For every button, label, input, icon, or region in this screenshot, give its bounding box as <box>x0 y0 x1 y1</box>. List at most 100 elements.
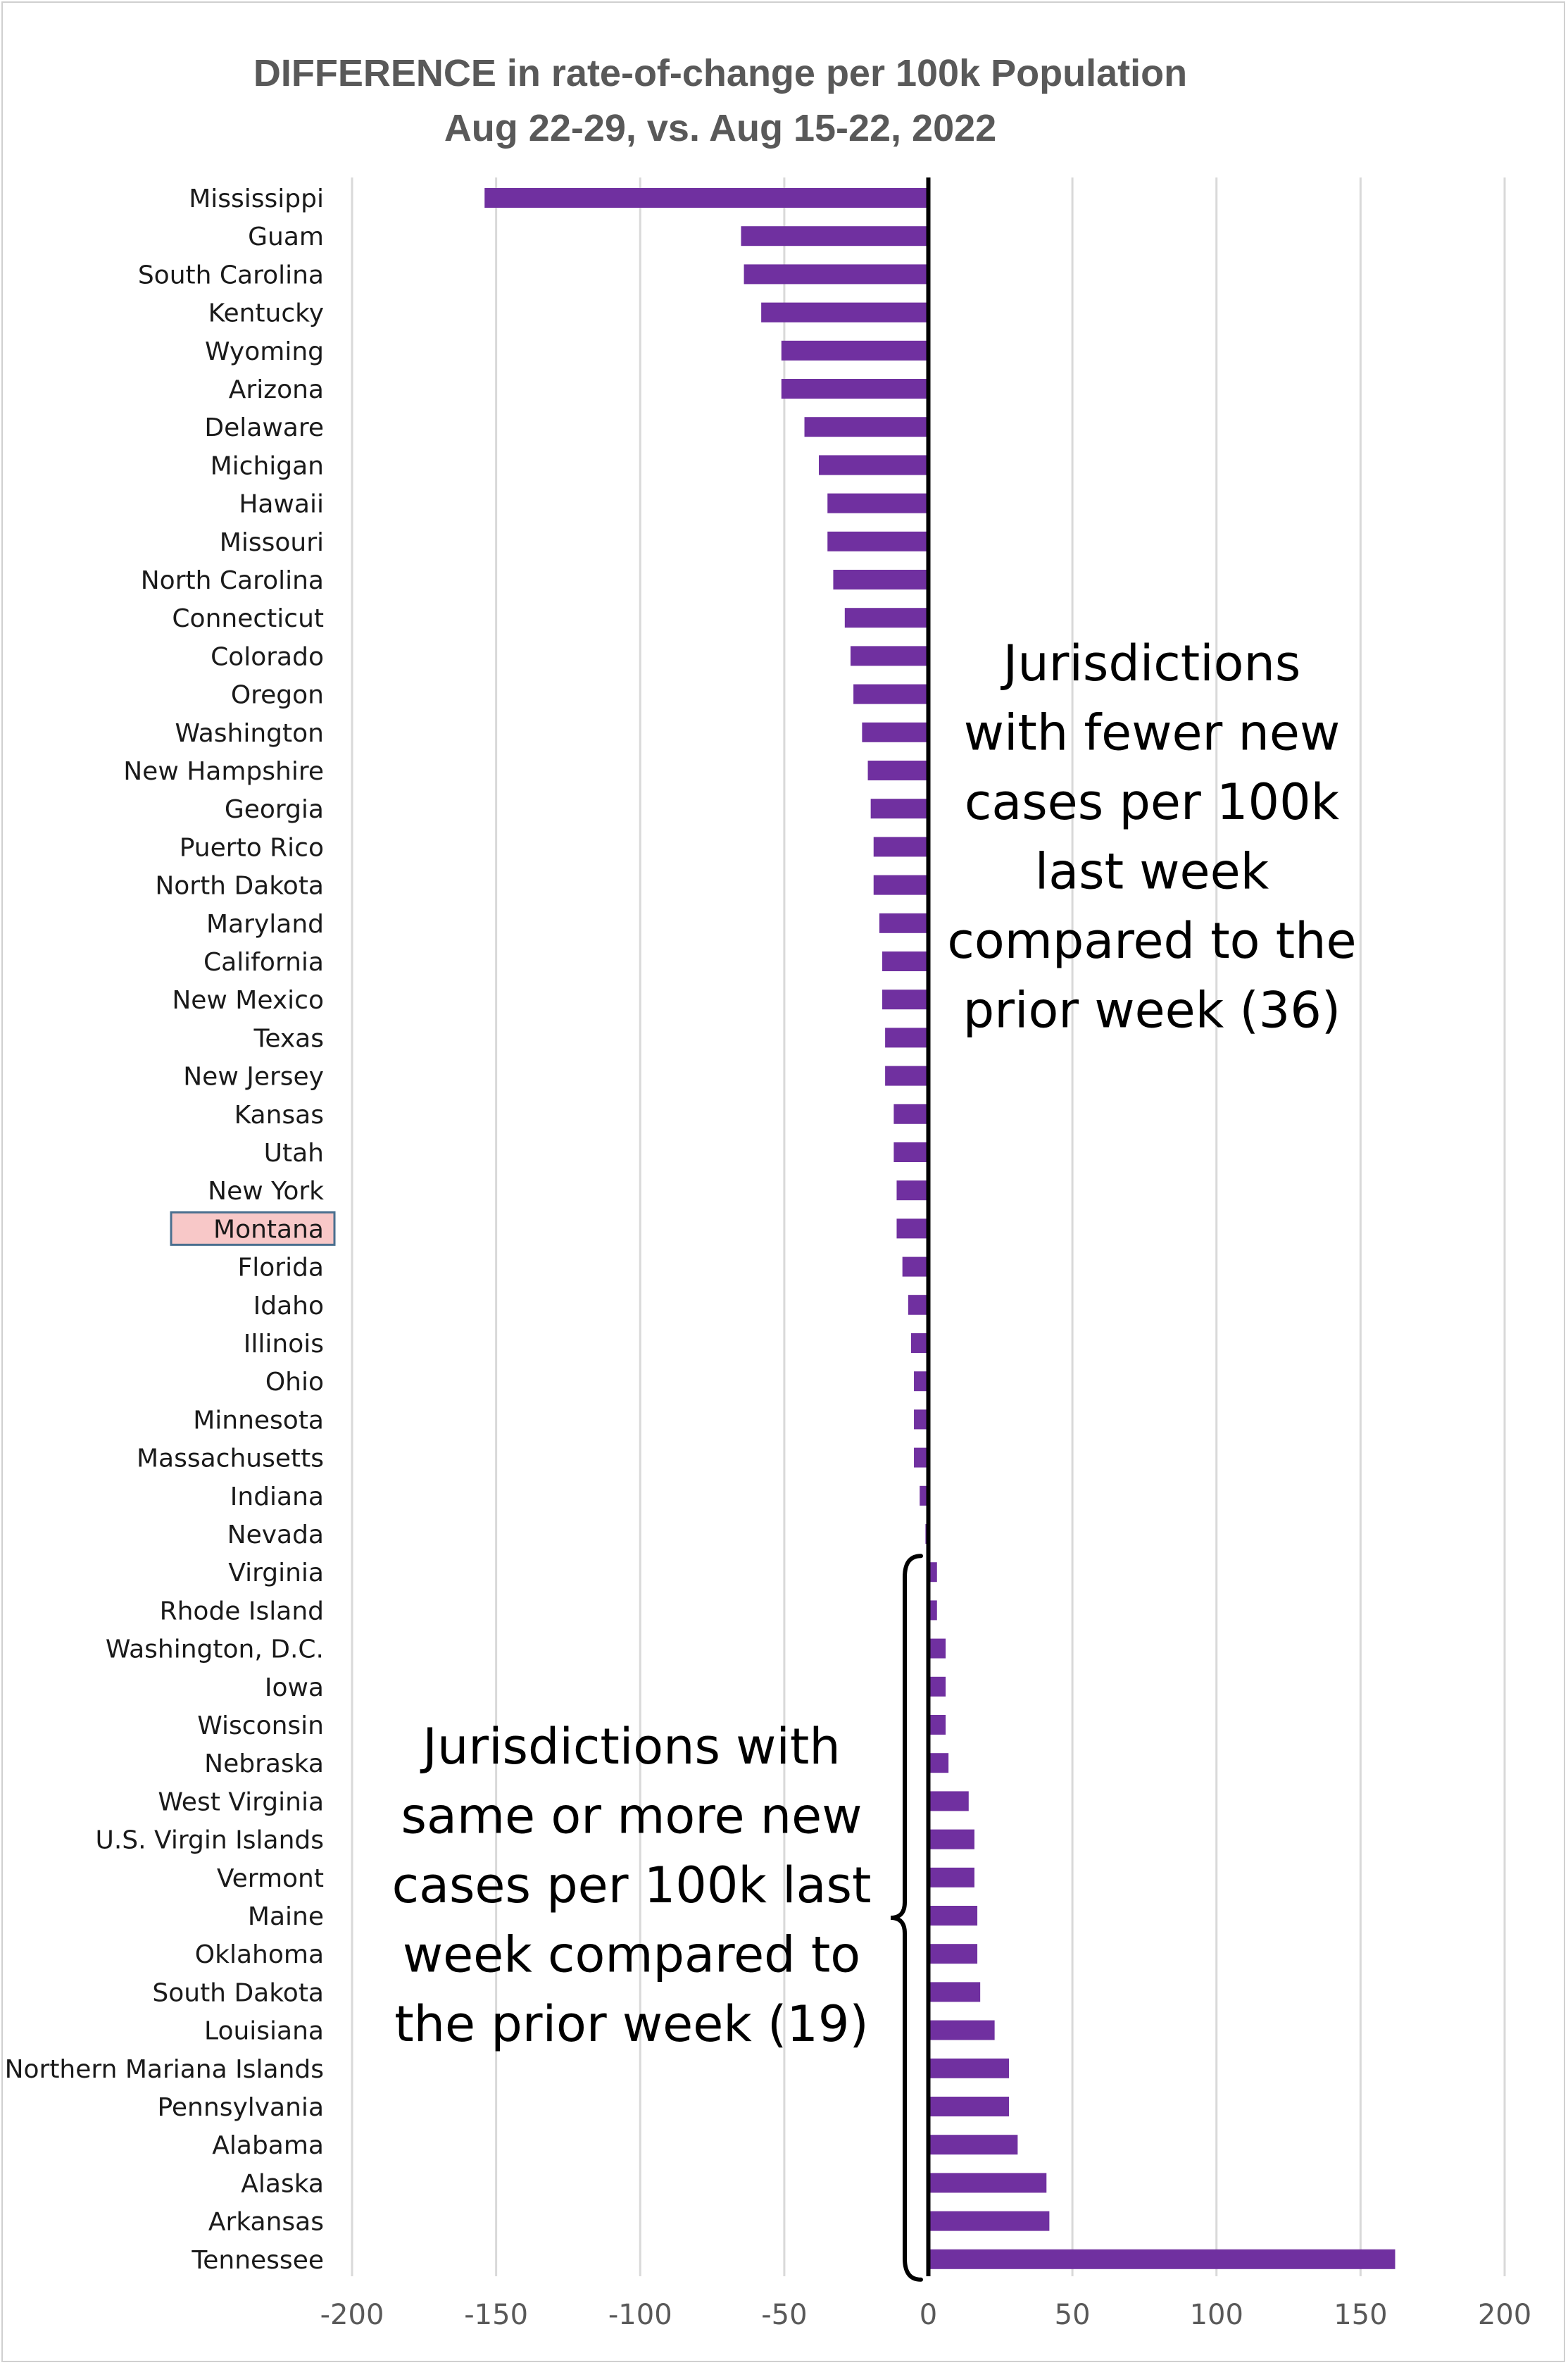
category-label: New Mexico <box>172 986 324 1015</box>
category-label: Virginia <box>228 1559 324 1587</box>
annotation-line: compared to the <box>947 912 1356 970</box>
category-label: Alabama <box>212 2131 324 2160</box>
category-label: Connecticut <box>172 604 324 633</box>
category-label: Wisconsin <box>197 1711 324 1740</box>
bar-minnesota <box>914 1409 929 1430</box>
bar-puerto-rico <box>873 837 929 857</box>
category-label: Michigan <box>211 451 324 480</box>
bar-new-hampshire <box>867 761 929 780</box>
bar-new-york <box>896 1180 929 1201</box>
gridlines <box>351 177 1506 2276</box>
x-tick-label: -150 <box>464 2299 528 2331</box>
bar-florida <box>902 1256 929 1277</box>
category-label: Washington, D.C. <box>106 1635 324 1664</box>
category-label: Louisiana <box>204 2017 324 2046</box>
category-label: Oregon <box>231 681 324 710</box>
category-label: South Carolina <box>138 261 324 289</box>
bar-montana <box>896 1218 929 1239</box>
annotation-line: week compared to <box>403 1926 860 1984</box>
category-label: South Dakota <box>152 1978 324 2007</box>
bar-michigan <box>818 455 929 475</box>
annotation-line: cases per 100k last <box>392 1857 872 1914</box>
category-label: Texas <box>253 1024 324 1053</box>
bar-georgia <box>870 799 929 819</box>
category-label: Mississippi <box>189 185 324 213</box>
annotation-line: prior week (36) <box>963 982 1341 1040</box>
x-tick-label: 150 <box>1334 2299 1387 2331</box>
bar-maine <box>928 1906 978 1926</box>
highlight-layer <box>170 1211 336 1246</box>
category-label: Arizona <box>229 375 324 404</box>
category-labels: Mississippi Guam South Carolina Kentucky Wyo… <box>5 185 325 2275</box>
category-label: Nevada <box>227 1521 324 1549</box>
bar-south-dakota <box>928 1982 981 2002</box>
category-label: Florida <box>238 1254 324 1283</box>
bar-mississippi <box>484 188 929 208</box>
category-label: Montana <box>213 1215 324 1244</box>
bar-oregon <box>853 684 929 704</box>
category-label: Minnesota <box>193 1406 324 1435</box>
category-label: New Jersey <box>183 1063 324 1092</box>
category-label: Missouri <box>220 528 324 557</box>
bar-indiana <box>920 1485 929 1506</box>
annotation-line: last week <box>1035 843 1269 901</box>
bar-colorado <box>851 646 929 666</box>
annotation-line: Jurisdictions with <box>420 1718 840 1776</box>
category-label: Illinois <box>244 1330 324 1359</box>
category-label: Rhode Island <box>160 1597 324 1625</box>
category-label: Delaware <box>204 413 324 442</box>
category-label: North Dakota <box>155 872 324 901</box>
bar-arizona <box>781 379 929 399</box>
category-label: Kentucky <box>208 299 324 328</box>
annotation-line: same or more new <box>401 1787 863 1845</box>
bar-utah <box>893 1142 929 1162</box>
category-label: New Hampshire <box>123 757 324 786</box>
bar-new-jersey <box>885 1066 929 1086</box>
category-label: Wyoming <box>205 337 324 366</box>
bar-rhode-island <box>928 1600 937 1621</box>
bar-virginia <box>928 1562 937 1583</box>
category-label: Nebraska <box>204 1749 324 1778</box>
curly-brace <box>890 1554 923 2282</box>
bar-u-s-virgin-islands <box>928 1829 974 1849</box>
x-tick-label: 50 <box>1055 2299 1091 2331</box>
x-tick-labels: -200 -150 -100 -50 0 50 100 150 200 <box>320 2299 1532 2331</box>
category-label: Puerto Rico <box>180 833 324 862</box>
bar-north-carolina <box>833 570 929 589</box>
x-tick-label: 0 <box>920 2299 937 2331</box>
annotation-line: Jurisdictions <box>1001 635 1301 692</box>
category-label: West Virginia <box>158 1787 324 1816</box>
bar-washington <box>862 722 929 742</box>
category-label: Tennessee <box>191 2246 324 2275</box>
category-label: Guam <box>248 223 324 251</box>
category-label: Kansas <box>234 1101 324 1130</box>
category-label: Washington <box>175 719 324 748</box>
x-tick-label: -50 <box>761 2299 807 2331</box>
category-label: Utah <box>264 1139 324 1168</box>
annotation-more-cases: Jurisdictions with same or more new cases … <box>392 1718 872 2053</box>
bar-south-carolina <box>744 264 929 285</box>
bar-northern-mariana-islands <box>928 2058 1010 2078</box>
category-label: Maine <box>248 1902 324 1931</box>
chart-title: DIFFERENCE in rate-of-change per 100k Po… <box>253 52 1187 94</box>
bar-kansas <box>893 1104 929 1124</box>
bar-missouri <box>827 531 929 551</box>
bar-arkansas <box>928 2211 1050 2231</box>
category-label: U.S. Virgin Islands <box>95 1826 324 1855</box>
category-label: Massachusetts <box>137 1444 324 1473</box>
category-label: Alaska <box>241 2169 324 2198</box>
bar-west-virginia <box>928 1791 969 1811</box>
category-label: North Carolina <box>141 566 324 595</box>
bar-texas <box>885 1028 929 1048</box>
bar-ohio <box>914 1371 929 1392</box>
annotation-line: cases per 100k <box>965 773 1340 831</box>
category-label: Hawaii <box>239 490 324 519</box>
x-tick-label: 200 <box>1478 2299 1531 2331</box>
bar-pennsylvania <box>928 2097 1010 2116</box>
bar-california <box>882 951 929 971</box>
category-label: Iowa <box>265 1673 324 1702</box>
bar-maryland <box>879 913 929 933</box>
bar-new-mexico <box>882 990 929 1010</box>
bar-wisconsin <box>928 1715 946 1735</box>
